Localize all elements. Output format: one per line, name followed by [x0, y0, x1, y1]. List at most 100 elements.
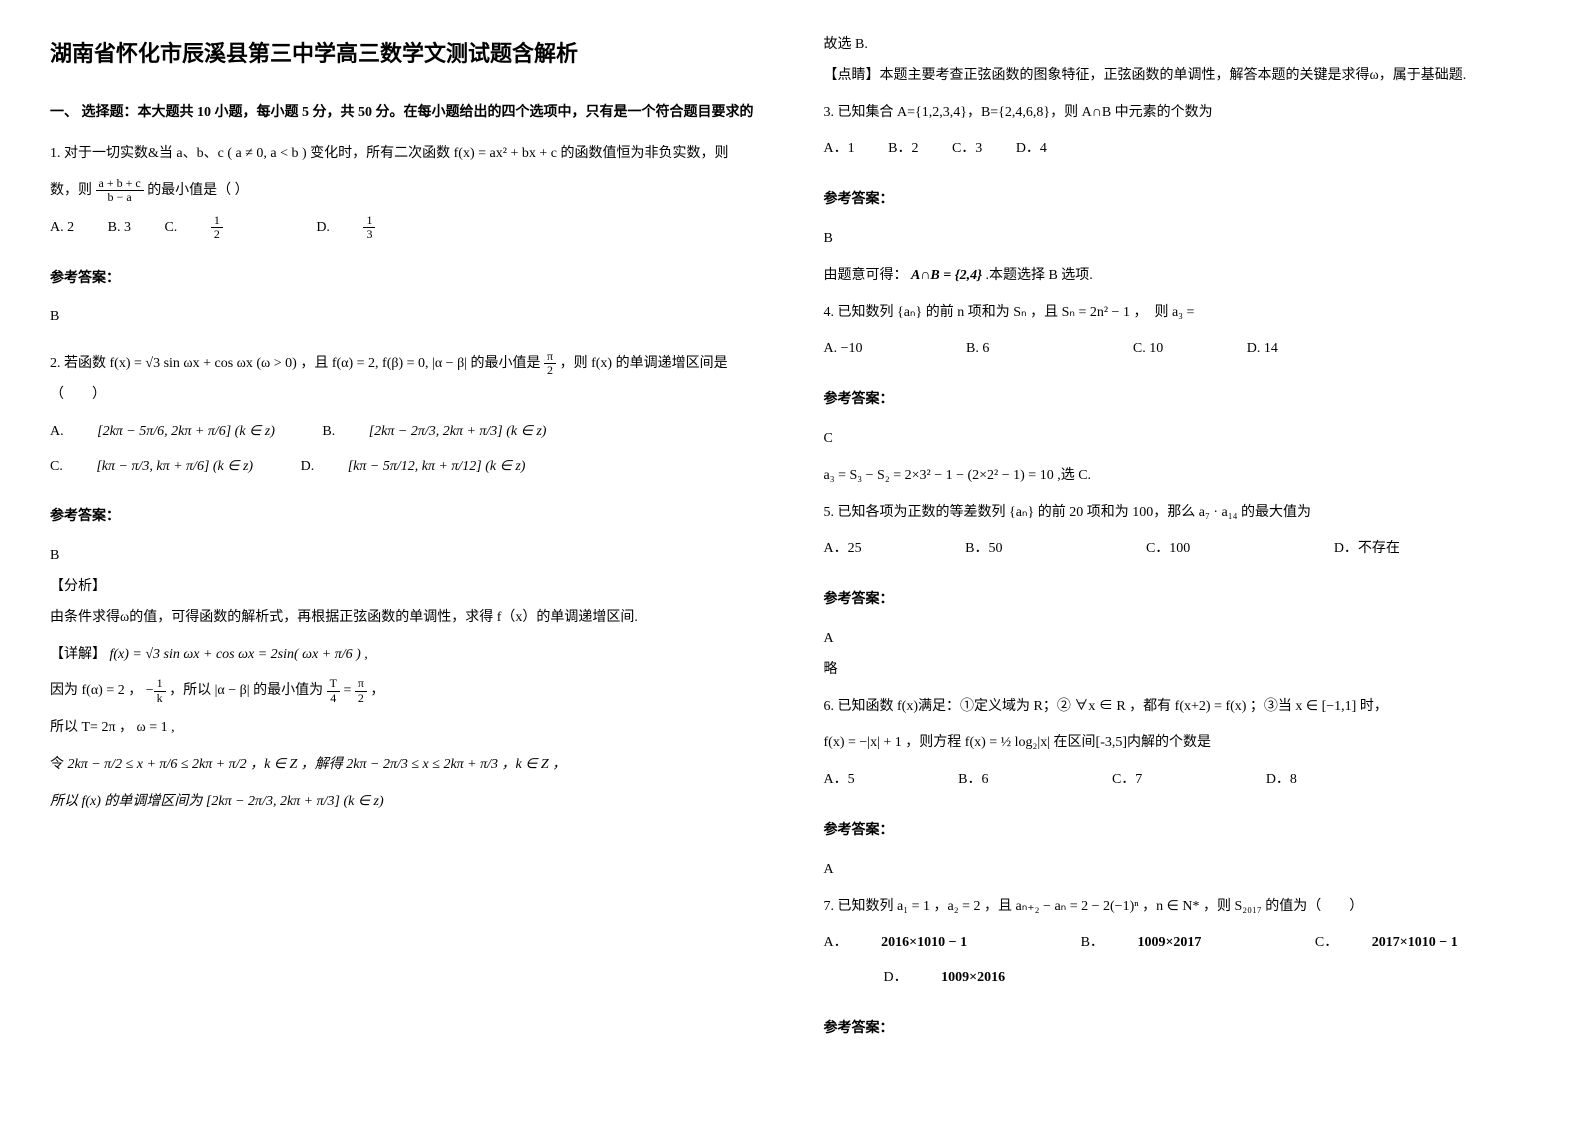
answer-heading: 参考答案：	[824, 1014, 1538, 1045]
q2-stem: 2. 若函数 f(x) = √3 sin ωx + cos ωx (ω > 0)…	[50, 356, 541, 371]
q1-fraction: a + b + c b − a	[96, 177, 144, 204]
answer-heading: 参考答案：	[50, 502, 764, 533]
q2-detail2c: ，	[370, 683, 384, 698]
q2-detail-3: 所以 T= 2π ， ω = 1 ,	[50, 713, 764, 744]
q6-optA: A．5	[824, 772, 855, 787]
answer-heading: 参考答案：	[824, 816, 1538, 847]
frac-num: 1	[211, 214, 223, 228]
r-line1: 故选 B.	[824, 30, 1538, 61]
eq: =	[343, 683, 351, 698]
q1-prefix: 数，则	[50, 183, 96, 198]
page-root: 湖南省怀化市辰溪县第三中学高三数学文测试题含解析 一、 选择题：本大题共 10 …	[50, 30, 1537, 1053]
frac-den: 3	[363, 228, 375, 241]
frac-den: k	[154, 692, 166, 705]
q2-detail2a: 因为 f(α) = 2 ，	[50, 683, 142, 698]
question-1: 1. 对于一切实数&当 a、b、c ( a ≠ 0, a < b ) 变化时，所…	[50, 139, 764, 170]
q4-optB: B. 6	[966, 341, 989, 356]
q5-answer: A	[824, 624, 1538, 655]
q4-optC: C. 10	[1133, 341, 1163, 356]
answer-heading: 参考答案：	[50, 264, 764, 295]
q2-optA-pre: A.	[50, 424, 64, 439]
q1-frac-half: 1 2	[211, 214, 253, 241]
frac-num: 1	[363, 214, 375, 228]
q2-optC: [kπ − π/3, kπ + π/6] (k ∈ z)	[96, 459, 253, 474]
q2-detail1: f(x) = √3 sin ωx + cos ωx = 2sin( ωx + π…	[110, 647, 368, 662]
r-line2: 【点睛】本题主要考查正弦函数的图象特征，正弦函数的单调性，解答本题的关键是求得ω…	[824, 61, 1538, 92]
q6-options: A．5 B．6 C．7 D．8	[824, 765, 1538, 796]
frac-num: π	[355, 677, 367, 691]
answer-heading: 参考答案：	[824, 385, 1538, 416]
q2-detail-4: 令 2kπ − π/2 ≤ x + π/6 ≤ 2kπ + π/2 ，k ∈ Z…	[50, 750, 764, 781]
q7-optB-pre: B．	[1081, 935, 1104, 950]
q3-optA: A．1	[824, 141, 855, 156]
right-column: 故选 B. 【点睛】本题主要考查正弦函数的图象特征，正弦函数的单调性，解答本题的…	[824, 30, 1538, 1053]
q4-options: A. −10 B. 6 C. 10 D. 14	[824, 334, 1538, 365]
q2-detail-5: 所以 f(x) 的单调增区间为 [2kπ − 2π/3, 2kπ + π/3] …	[50, 787, 764, 818]
q5-explain: 略	[824, 655, 1538, 686]
q7-optC: 2017×1010 − 1	[1372, 935, 1458, 950]
frac-num: T	[327, 677, 340, 691]
q1-optD-wrap: D. 1 3	[316, 220, 435, 235]
q2-detail4a: 令	[50, 757, 64, 772]
q2-optB-pre: B.	[322, 424, 335, 439]
page-title: 湖南省怀化市辰溪县第三中学高三数学文测试题含解析	[50, 30, 764, 78]
q1-tail: 的最小值是（ ）	[147, 183, 249, 198]
q6-optD: D．8	[1266, 772, 1297, 787]
q2-options-row1: A. [2kπ − 5π/6, 2kπ + π/6] (k ∈ z) B. [2…	[50, 417, 764, 448]
q1-optB: B. 3	[108, 220, 131, 235]
q2-fenxi-text: 由条件求得ω的值，可得函数的解析式，再根据正弦函数的单调性，求得 f（x）的单调…	[50, 603, 764, 634]
q1-answer: B	[50, 302, 764, 333]
q5-optD: D．不存在	[1334, 541, 1400, 556]
question-4: 4. 已知数列 {aₙ} 的前 n 项和为 Sₙ ，且 Sₙ = 2n² − 1…	[824, 298, 1538, 329]
question-6b: f(x) = −|x| + 1 ，则方程 f(x) = ½ log₂|x| 在区…	[824, 728, 1538, 759]
q1-optC: C.	[164, 220, 177, 235]
q7-options-row2: D． 1009×2016	[824, 963, 1538, 994]
q3-answer: B	[824, 224, 1538, 255]
q1-fraction-line: 数，则 a + b + c b − a 的最小值是（ ）	[50, 176, 764, 207]
q1-optA: A. 2	[50, 220, 74, 235]
frac-num: 1	[154, 677, 166, 691]
q3-optB: B．2	[888, 141, 918, 156]
q2-fenxi-head: 【分析】	[50, 572, 764, 603]
q7-optA-pre: A．	[824, 935, 848, 950]
question-6a: 6. 已知函数 f(x)满足：①定义域为 R；② ∀x ∈ R ，都有 f(x+…	[824, 692, 1538, 723]
frac-den: 2	[544, 364, 556, 377]
q6-optC: C．7	[1112, 772, 1142, 787]
q3-explain: 由题意可得： A∩B = {2,4} .本题选择 B 选项.	[824, 261, 1538, 292]
q4-optD: D. 14	[1247, 341, 1278, 356]
left-column: 湖南省怀化市辰溪县第三中学高三数学文测试题含解析 一、 选择题：本大题共 10 …	[50, 30, 764, 1053]
q3-optC: C．3	[952, 141, 982, 156]
frac-den: b − a	[96, 191, 144, 204]
q2-detail-2: 因为 f(α) = 2 ， − 1 k ，所以 |α − β| 的最小值为 T …	[50, 676, 764, 707]
q2-detail2b: ，所以 |α − β| 的最小值为	[169, 683, 323, 698]
q2-pi2: π 2	[544, 350, 556, 377]
q6-optB: B．6	[958, 772, 988, 787]
q4-explain: a₃ = S₃ − S₂ = 2×3² − 1 − (2×2² − 1) = 1…	[824, 461, 1538, 492]
question-2: 2. 若函数 f(x) = √3 sin ωx + cos ωx (ω > 0)…	[50, 349, 764, 411]
q7-options-row1: A． 2016×1010 − 1 B． 1009×2017 C． 2017×10…	[824, 928, 1538, 959]
q1-optD: D.	[316, 220, 330, 235]
q4-optA: A. −10	[824, 341, 863, 356]
answer-heading: 参考答案：	[824, 185, 1538, 216]
q3-expl-a: 由题意可得：	[824, 268, 908, 283]
frac-den: 2	[211, 228, 223, 241]
answer-heading: 参考答案：	[824, 585, 1538, 616]
q7-optB: 1009×2017	[1137, 935, 1201, 950]
q7-optD-pre: D．	[884, 970, 908, 985]
section-heading: 一、 选择题：本大题共 10 小题，每小题 5 分，共 50 分。在每小题给出的…	[50, 98, 764, 129]
q2-optA: [2kπ − 5π/6, 2kπ + π/6] (k ∈ z)	[97, 424, 275, 439]
q5-optB: B．50	[965, 541, 1002, 556]
q5-optA: A．25	[824, 541, 862, 556]
q3-optD: D．4	[1016, 141, 1047, 156]
question-7: 7. 已知数列 a₁ = 1 ，a₂ = 2 ，且 aₙ₊₂ − aₙ = 2 …	[824, 892, 1538, 923]
q1-stem: 1. 对于一切实数&当 a、b、c ( a ≠ 0, a < b ) 变化时，所…	[50, 146, 728, 161]
q2-optD: [kπ − 5π/12, kπ + π/12] (k ∈ z)	[348, 459, 526, 474]
q2-frac-pi2b: π 2	[355, 677, 367, 704]
q3-expl-c: .本题选择 B 选项.	[985, 268, 1092, 283]
q5-options: A．25 B．50 C．100 D．不存在	[824, 534, 1538, 565]
q2-frac-1k: 1 k	[154, 677, 166, 704]
question-5: 5. 已知各项为正数的等差数列 {aₙ} 的前 20 项和为 100，那么 a₇…	[824, 498, 1538, 529]
q1-optC-wrap: C. 1 2	[164, 220, 286, 235]
q2-detail-1: 【详解】 f(x) = √3 sin ωx + cos ωx = 2sin( ω…	[50, 640, 764, 671]
q3-options: A．1 B．2 C．3 D．4	[824, 134, 1538, 165]
